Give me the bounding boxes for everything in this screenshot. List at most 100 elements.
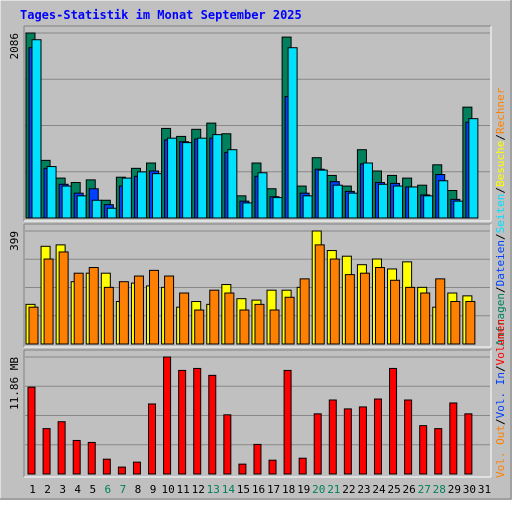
legend-top-separator: / xyxy=(494,187,507,194)
panel-volume-bar-volumen xyxy=(328,399,337,475)
panel-volume-bar-volumen xyxy=(449,402,458,475)
panel-requests-bar-seiten xyxy=(287,47,298,219)
panel-volume-bar-volumen xyxy=(343,408,352,475)
legend-top-item: Rechner xyxy=(494,87,507,134)
panel-requests-scale-label: 2086 xyxy=(8,33,21,60)
panel-visits-bar-rechner xyxy=(73,272,84,345)
panel-requests-bar-seiten xyxy=(91,199,102,219)
legend-top: Anfragen/Dateien/Seiten/Besuche/Rechner xyxy=(494,87,507,346)
x-tick-label: 27 xyxy=(418,483,431,496)
x-tick-label: 2 xyxy=(44,483,51,496)
panel-volume-plot: 11.86 MB xyxy=(8,356,490,475)
panel-requests-bar-seiten xyxy=(197,137,208,219)
panel-requests-bar-seiten xyxy=(377,183,388,219)
legend-top-separator: / xyxy=(494,134,507,141)
panel-volume-bar-volumen xyxy=(389,367,398,475)
panel-visits-bar-rechner xyxy=(28,306,39,345)
legend-bottom-separator: / xyxy=(494,418,507,425)
panel-visits-bar-rechner xyxy=(103,286,114,345)
x-tick-label: 12 xyxy=(192,483,205,496)
chart-title: Tages-Statistik im Monat September 2025 xyxy=(20,8,302,22)
panel-visits-scale-label: 399 xyxy=(8,231,21,251)
panel-requests-bar-seiten xyxy=(212,134,223,219)
panel-visits-bar-rechner xyxy=(164,275,175,345)
panel-visits-bar-rechner xyxy=(329,258,340,345)
panel-volume-bar-volumen xyxy=(42,428,51,475)
legend-bottom-item: Vol. In xyxy=(494,372,507,418)
panel-visits-bar-rechner xyxy=(465,301,476,345)
panel-visits-bar-rechner xyxy=(450,301,461,345)
x-tick-label: 14 xyxy=(222,483,236,496)
panel-volume-bar-volumen xyxy=(358,406,367,475)
x-tick-label: 21 xyxy=(327,483,340,496)
x-tick-label: 29 xyxy=(448,483,461,496)
x-tick-label: 11 xyxy=(177,483,190,496)
panel-volume-bar-volumen xyxy=(178,369,187,475)
panel-volume-bar-volumen xyxy=(404,399,413,475)
panel-requests-bar-seiten xyxy=(453,200,464,219)
panel-requests-bar-seiten xyxy=(347,192,358,219)
panel-visits-bar-rechner xyxy=(269,309,280,345)
panel-volume-bar-volumen xyxy=(223,414,232,475)
panel-visits-bar-rechner xyxy=(420,292,431,345)
x-tick-label: 26 xyxy=(403,483,416,496)
panel-visits-bar-rechner xyxy=(405,286,416,345)
legend-bottom-item: Volumen xyxy=(494,319,507,365)
panel-requests-bar-seiten xyxy=(121,177,132,219)
panel-volume-bar-volumen xyxy=(148,403,157,475)
panel-visits-bar-rechner xyxy=(179,292,190,345)
panel-requests-bar-seiten xyxy=(76,195,87,219)
panel-requests-bar-seiten xyxy=(257,172,268,219)
panel-volume-bar-volumen xyxy=(193,367,202,475)
panel-requests-bar-seiten xyxy=(468,118,479,219)
panel-requests-bar-seiten xyxy=(438,180,449,219)
x-tick-label: 31 xyxy=(478,483,491,496)
panel-volume-bar-volumen xyxy=(132,461,141,475)
panel-visits-bar-rechner xyxy=(390,279,401,345)
x-tick-label: 28 xyxy=(433,483,446,496)
x-tick-label: 19 xyxy=(297,483,310,496)
x-tick-label: 22 xyxy=(342,483,355,496)
chart-panels: 2086 399 11.86 MB xyxy=(8,25,492,478)
panel-volume-bar-volumen xyxy=(117,466,126,475)
panel-volume-bar-volumen xyxy=(373,398,382,475)
panel-visits-bar-rechner xyxy=(58,251,69,345)
panel-requests-bar-seiten xyxy=(182,142,193,219)
legend-top-item: Seiten xyxy=(494,194,507,234)
panel-volume-bar-volumen xyxy=(87,441,96,475)
panel-visits-plot: 399 xyxy=(8,230,490,345)
panel-visits-bar-rechner xyxy=(299,278,310,345)
legend-bottom: Vol. Out/Vol. In/Volumen xyxy=(494,319,507,478)
x-tick-label: 25 xyxy=(387,483,400,496)
legend-top-separator: / xyxy=(494,286,507,293)
panel-visits-bar-rechner xyxy=(359,272,370,345)
panel-volume-bar-volumen xyxy=(253,443,262,475)
panel-requests-bar-seiten xyxy=(167,137,178,219)
panel-visits-bar-rechner xyxy=(43,258,54,345)
panel-visits-bar-rechner xyxy=(314,244,325,345)
panel-volume-bar-volumen xyxy=(464,413,473,475)
panel-visits-bar-rechner xyxy=(149,269,160,345)
panel-requests-bar-seiten xyxy=(31,39,42,219)
panel-visits-bar-rechner xyxy=(133,275,144,345)
x-tick-label: 3 xyxy=(59,483,66,496)
panel-requests-plot: 2086 xyxy=(8,32,490,219)
x-tick-label: 20 xyxy=(312,483,325,496)
panel-volume-bar-volumen xyxy=(27,386,36,475)
panel-volume-bar-volumen xyxy=(283,369,292,475)
panel-visits-bar-rechner xyxy=(374,267,385,345)
legend-top-separator: / xyxy=(494,233,507,240)
legend-top-item: Besuche xyxy=(494,141,507,187)
x-tick-label: 15 xyxy=(237,483,250,496)
panel-visits-bar-rechner xyxy=(194,309,205,345)
right-legend: Anfragen/Dateien/Seiten/Besuche/RechnerV… xyxy=(494,87,507,478)
x-tick-label: 9 xyxy=(150,483,157,496)
panel-visits-bar-rechner xyxy=(435,278,446,345)
panel-volume-bar-volumen xyxy=(208,374,217,475)
panel-visits-bar-rechner xyxy=(284,296,295,345)
panel-volume-bar-volumen xyxy=(268,459,277,475)
legend-top-item: Anfragen xyxy=(494,293,507,346)
panel-volume-bar-volumen xyxy=(72,439,81,475)
x-axis-labels: 1 2 3 4 5 6 7 8 9 10 11 12 13 14 15 16 17 18 19 20 21 22 23 24 2… xyxy=(29,483,491,496)
